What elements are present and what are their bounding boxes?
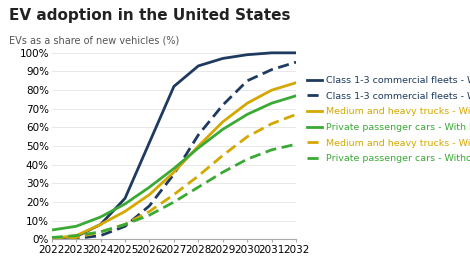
Class 1-3 commercial fleets - Without IRA <box>122 225 128 228</box>
Class 1-3 commercial fleets - Without IRA <box>220 103 226 107</box>
Class 1-3 commercial fleets - With IRA <box>196 64 201 67</box>
Medium and heavy trucks - Without IRA <box>98 230 103 234</box>
Medium and heavy trucks - With IRA <box>171 171 177 174</box>
Medium and heavy trucks - With IRA <box>49 237 55 240</box>
Private passenger cars - With IRA <box>244 113 250 116</box>
Private passenger cars - With IRA <box>171 167 177 170</box>
Line: Class 1-3 commercial fleets - With IRA: Class 1-3 commercial fleets - With IRA <box>52 53 296 239</box>
Medium and heavy trucks - Without IRA <box>293 113 299 116</box>
Medium and heavy trucks - With IRA <box>244 101 250 105</box>
Private passenger cars - Without IRA <box>244 157 250 161</box>
Medium and heavy trucks - Without IRA <box>171 193 177 196</box>
Private passenger cars - Without IRA <box>147 214 152 217</box>
Class 1-3 commercial fleets - Without IRA <box>147 204 152 208</box>
Class 1-3 commercial fleets - With IRA <box>147 141 152 144</box>
Medium and heavy trucks - Without IRA <box>49 237 55 240</box>
Medium and heavy trucks - With IRA <box>293 81 299 84</box>
Class 1-3 commercial fleets - Without IRA <box>196 133 201 137</box>
Legend: Class 1-3 commercial fleets - With IRA, Class 1-3 commercial fleets - Without IR: Class 1-3 commercial fleets - With IRA, … <box>303 72 470 167</box>
Class 1-3 commercial fleets - Without IRA <box>49 237 55 241</box>
Private passenger cars - Without IRA <box>49 236 55 239</box>
Line: Private passenger cars - Without IRA: Private passenger cars - Without IRA <box>52 144 296 237</box>
Private passenger cars - With IRA <box>122 202 128 206</box>
Medium and heavy trucks - With IRA <box>220 120 226 123</box>
Medium and heavy trucks - Without IRA <box>244 135 250 138</box>
Medium and heavy trucks - With IRA <box>73 234 79 237</box>
Class 1-3 commercial fleets - Without IRA <box>244 79 250 82</box>
Class 1-3 commercial fleets - With IRA <box>269 51 274 54</box>
Medium and heavy trucks - Without IRA <box>269 122 274 125</box>
Private passenger cars - With IRA <box>49 228 55 232</box>
Medium and heavy trucks - Without IRA <box>122 223 128 226</box>
Private passenger cars - Without IRA <box>73 234 79 237</box>
Class 1-3 commercial fleets - Without IRA <box>73 237 79 240</box>
Line: Medium and heavy trucks - Without IRA: Medium and heavy trucks - Without IRA <box>52 115 296 239</box>
Private passenger cars - With IRA <box>293 94 299 97</box>
Medium and heavy trucks - With IRA <box>122 210 128 213</box>
Private passenger cars - Without IRA <box>293 143 299 146</box>
Class 1-3 commercial fleets - With IRA <box>122 197 128 200</box>
Line: Private passenger cars - With IRA: Private passenger cars - With IRA <box>52 96 296 230</box>
Class 1-3 commercial fleets - Without IRA <box>171 172 177 176</box>
Medium and heavy trucks - With IRA <box>147 193 152 196</box>
Class 1-3 commercial fleets - With IRA <box>293 51 299 54</box>
Private passenger cars - With IRA <box>73 225 79 228</box>
Private passenger cars - Without IRA <box>220 171 226 174</box>
Class 1-3 commercial fleets - Without IRA <box>269 68 274 71</box>
Medium and heavy trucks - Without IRA <box>220 154 226 157</box>
Medium and heavy trucks - Without IRA <box>147 210 152 213</box>
Private passenger cars - With IRA <box>269 101 274 105</box>
Class 1-3 commercial fleets - With IRA <box>49 237 55 240</box>
Class 1-3 commercial fleets - With IRA <box>220 57 226 60</box>
Private passenger cars - With IRA <box>147 186 152 189</box>
Medium and heavy trucks - With IRA <box>269 88 274 92</box>
Class 1-3 commercial fleets - Without IRA <box>293 61 299 64</box>
Line: Medium and heavy trucks - With IRA: Medium and heavy trucks - With IRA <box>52 83 296 239</box>
Private passenger cars - Without IRA <box>196 186 201 189</box>
Private passenger cars - Without IRA <box>98 230 103 234</box>
Line: Class 1-3 commercial fleets - Without IRA: Class 1-3 commercial fleets - Without IR… <box>52 62 296 239</box>
Class 1-3 commercial fleets - Without IRA <box>98 234 103 237</box>
Class 1-3 commercial fleets - With IRA <box>244 53 250 56</box>
Private passenger cars - Without IRA <box>269 148 274 152</box>
Medium and heavy trucks - Without IRA <box>196 174 201 178</box>
Class 1-3 commercial fleets - With IRA <box>98 223 103 226</box>
Text: EV adoption in the United States: EV adoption in the United States <box>9 8 291 23</box>
Private passenger cars - Without IRA <box>122 223 128 226</box>
Medium and heavy trucks - With IRA <box>196 144 201 148</box>
Private passenger cars - Without IRA <box>171 200 177 204</box>
Private passenger cars - With IRA <box>220 128 226 131</box>
Class 1-3 commercial fleets - With IRA <box>73 235 79 238</box>
Private passenger cars - With IRA <box>196 146 201 150</box>
Medium and heavy trucks - With IRA <box>98 223 103 226</box>
Class 1-3 commercial fleets - With IRA <box>171 85 177 88</box>
Medium and heavy trucks - Without IRA <box>73 236 79 239</box>
Text: EVs as a share of new vehicles (%): EVs as a share of new vehicles (%) <box>9 35 180 45</box>
Private passenger cars - With IRA <box>98 215 103 219</box>
